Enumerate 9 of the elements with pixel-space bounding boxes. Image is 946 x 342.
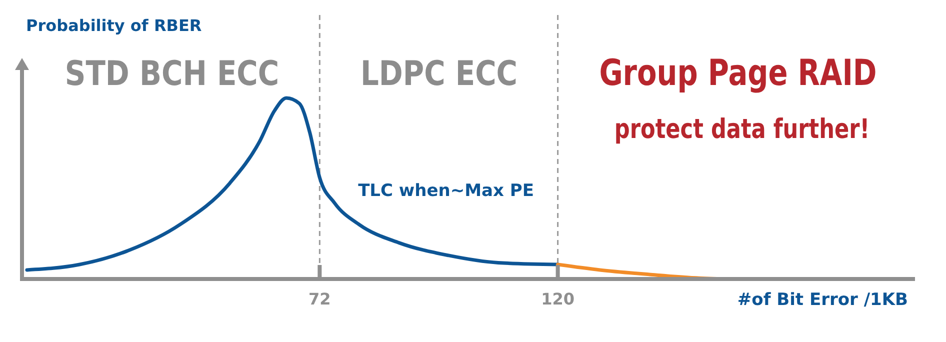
x-tick-label: 72 bbox=[308, 289, 331, 308]
annotation: protect data further! bbox=[614, 112, 870, 145]
x-axis-title: #of Bit Error /1KB bbox=[737, 290, 908, 310]
text: LDPC ECC bbox=[360, 54, 518, 94]
x-tick-label: 120 bbox=[541, 289, 575, 308]
text: STD BCH ECC bbox=[64, 54, 280, 94]
text: Group Page RAID bbox=[599, 52, 877, 94]
annotation: TLC when~Max PE bbox=[358, 181, 534, 201]
y-axis-title: Probability of RBER bbox=[26, 16, 202, 35]
